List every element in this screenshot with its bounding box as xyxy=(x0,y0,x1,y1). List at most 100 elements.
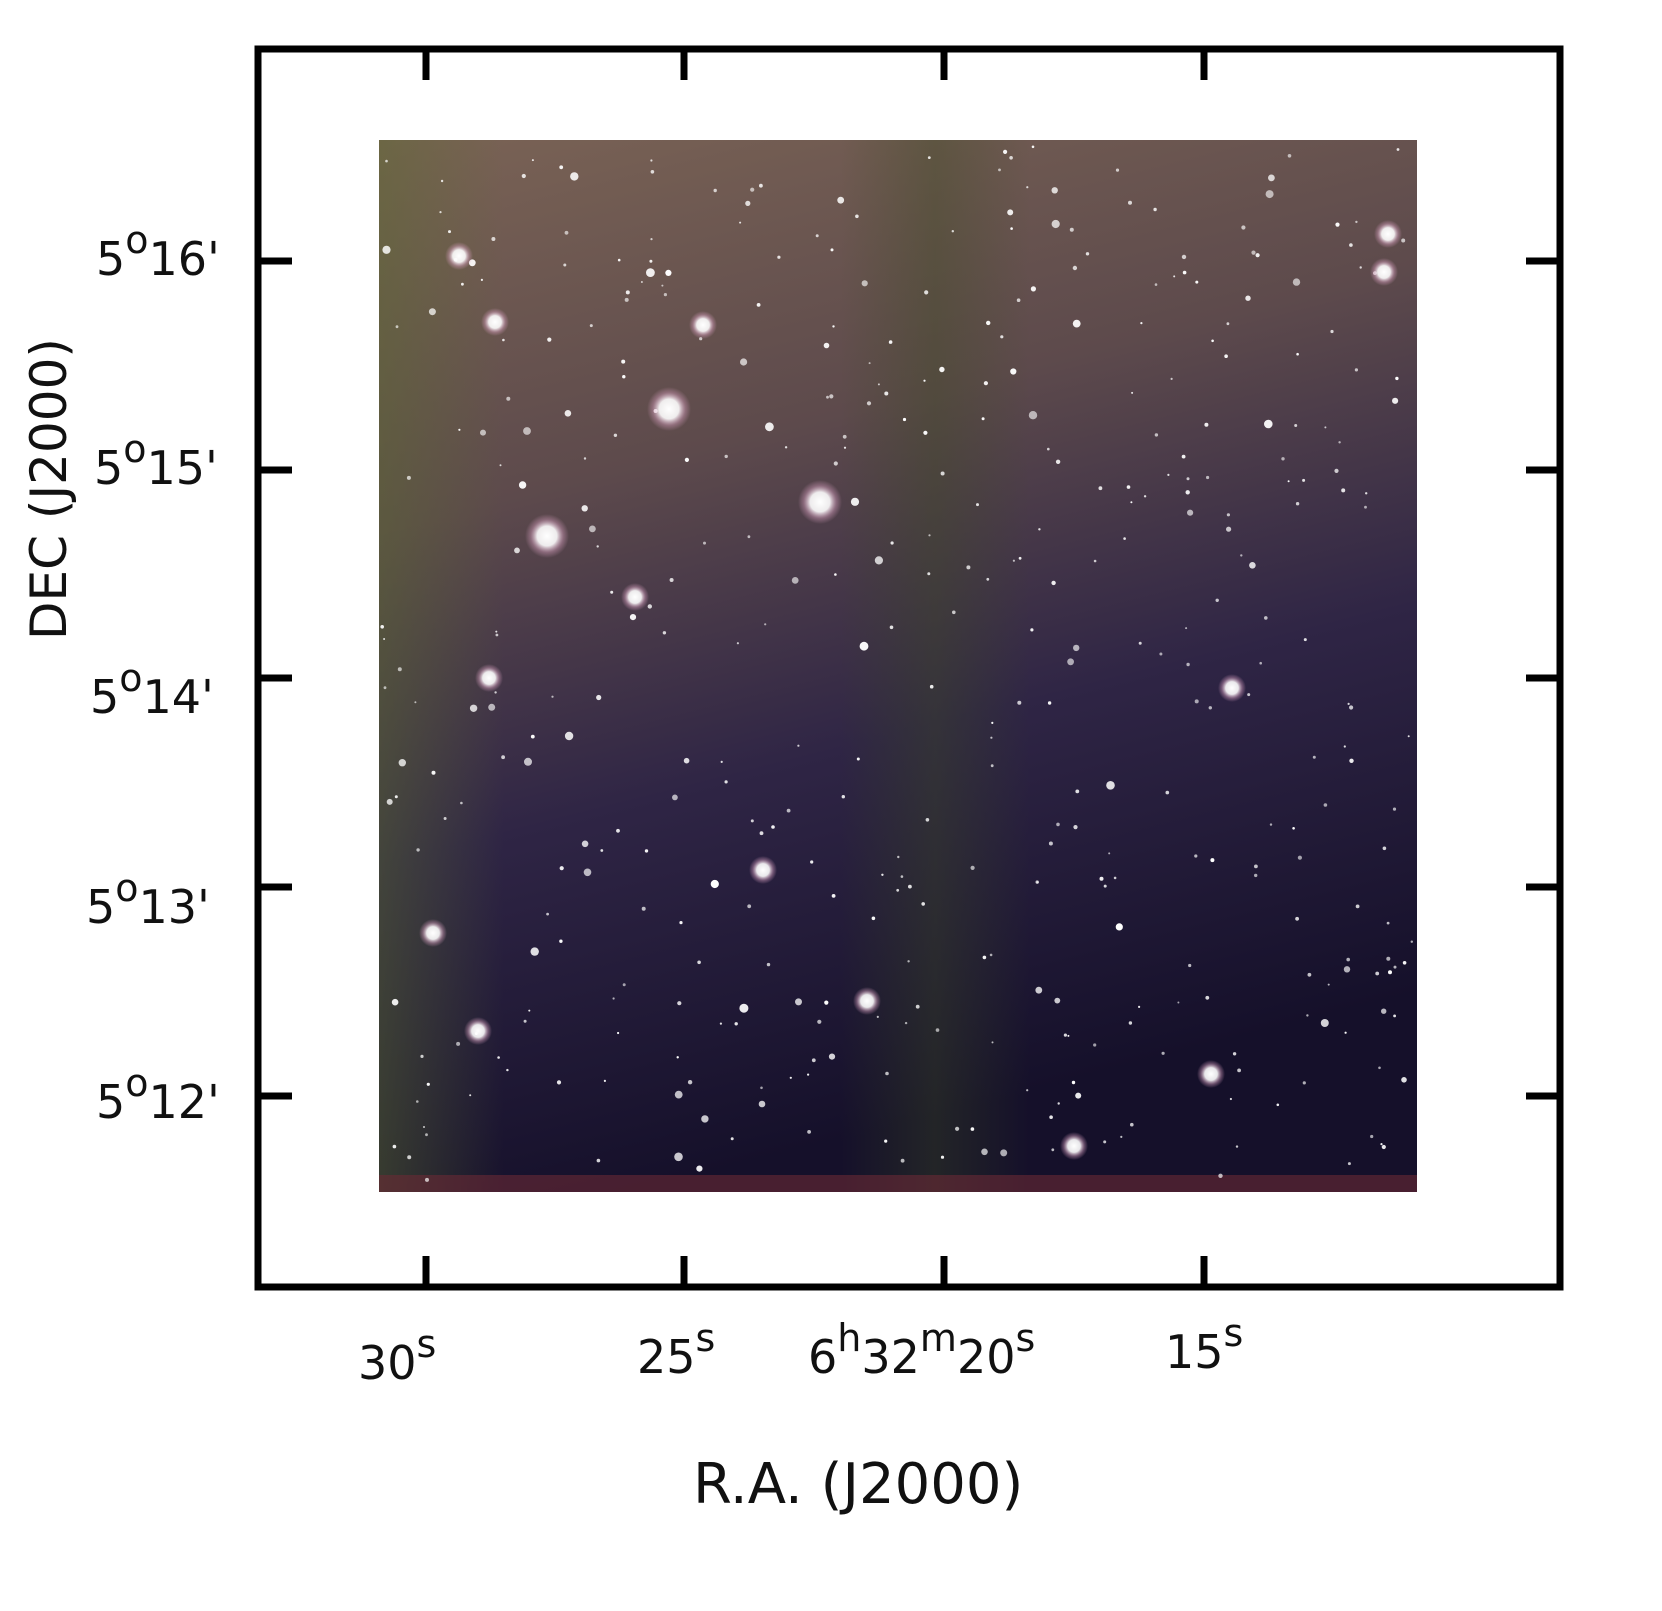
star xyxy=(833,461,838,466)
star xyxy=(703,541,706,545)
star xyxy=(674,1152,683,1162)
star xyxy=(1181,254,1187,260)
star xyxy=(797,744,800,747)
star xyxy=(1048,841,1053,846)
star xyxy=(383,686,387,690)
star xyxy=(617,258,621,262)
star xyxy=(760,1086,763,1090)
star xyxy=(523,1019,527,1023)
star xyxy=(674,1090,683,1099)
star xyxy=(564,230,569,235)
star xyxy=(1302,1081,1306,1085)
star xyxy=(458,428,461,431)
star xyxy=(556,1080,562,1085)
star xyxy=(1303,638,1307,642)
star xyxy=(720,760,723,764)
star xyxy=(1226,322,1230,326)
dec-ticks xyxy=(261,257,1557,1100)
star xyxy=(1120,1135,1123,1138)
star xyxy=(1154,283,1158,286)
star xyxy=(1093,1043,1097,1047)
star xyxy=(1381,1144,1386,1150)
x-axis-label: R.A. (J2000) xyxy=(693,1452,1024,1517)
star xyxy=(1182,270,1187,275)
star xyxy=(1254,864,1258,869)
star xyxy=(523,427,531,435)
star xyxy=(719,1022,723,1025)
star xyxy=(855,214,859,219)
star xyxy=(1297,855,1302,860)
star xyxy=(1007,209,1014,216)
star xyxy=(1038,528,1041,531)
star xyxy=(1017,700,1022,705)
star xyxy=(1047,701,1052,705)
star xyxy=(1054,997,1061,1004)
star xyxy=(925,818,930,822)
star xyxy=(764,623,767,626)
star xyxy=(1327,983,1330,986)
star xyxy=(649,259,653,263)
star xyxy=(395,325,399,329)
star xyxy=(1264,616,1268,620)
star xyxy=(559,939,563,943)
star xyxy=(380,625,385,629)
star xyxy=(807,1073,810,1076)
star xyxy=(1049,1115,1053,1119)
star xyxy=(1354,368,1358,372)
star xyxy=(1292,827,1295,830)
star xyxy=(1240,554,1243,557)
star xyxy=(684,457,690,462)
star xyxy=(391,998,399,1006)
star xyxy=(1159,652,1163,656)
star xyxy=(1028,411,1038,420)
star xyxy=(497,1056,500,1059)
star xyxy=(596,694,602,701)
star xyxy=(1177,1001,1180,1004)
star xyxy=(874,556,884,565)
star xyxy=(837,196,845,204)
plot-frame xyxy=(254,45,1564,1291)
star xyxy=(1012,559,1016,562)
star xyxy=(1355,220,1358,224)
star xyxy=(1370,1134,1374,1139)
star xyxy=(745,200,751,206)
star xyxy=(1294,424,1298,427)
star xyxy=(834,573,837,576)
star xyxy=(771,825,775,829)
star xyxy=(811,1058,816,1063)
star xyxy=(1051,1148,1055,1152)
star xyxy=(1380,1143,1383,1146)
star xyxy=(1292,278,1301,286)
star xyxy=(570,172,579,181)
star xyxy=(1287,154,1292,158)
star xyxy=(815,234,819,238)
star xyxy=(904,1021,908,1025)
star xyxy=(1338,441,1341,444)
star xyxy=(1264,419,1273,429)
star xyxy=(1051,187,1058,194)
star xyxy=(747,904,752,909)
star xyxy=(1123,537,1126,540)
ra-ticks xyxy=(422,52,1208,1284)
star xyxy=(759,183,763,188)
star xyxy=(1215,598,1219,602)
star xyxy=(982,955,987,960)
star xyxy=(679,921,683,925)
star xyxy=(583,457,587,460)
star xyxy=(596,1158,601,1163)
star xyxy=(416,848,420,852)
star xyxy=(1226,526,1232,532)
star xyxy=(830,248,834,252)
star xyxy=(1128,1021,1133,1025)
star xyxy=(902,417,907,422)
star xyxy=(897,855,900,859)
star xyxy=(981,1148,988,1156)
star xyxy=(1126,485,1131,489)
star xyxy=(622,375,626,379)
star xyxy=(1382,846,1387,851)
star xyxy=(581,505,588,512)
star xyxy=(970,865,975,871)
star xyxy=(1194,699,1199,704)
star xyxy=(884,1139,888,1143)
star xyxy=(622,983,626,987)
